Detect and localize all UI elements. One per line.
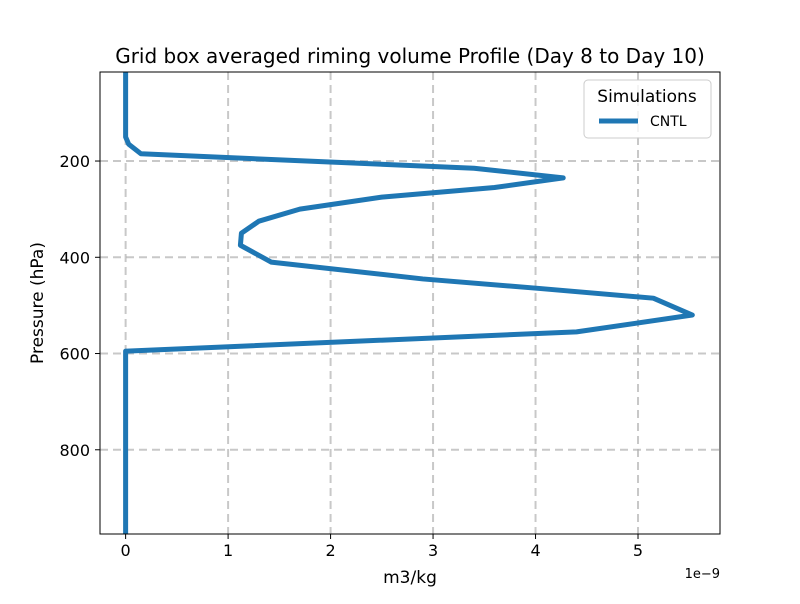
- x-axis-label: m3/kg: [383, 568, 437, 588]
- grid-layer: [100, 72, 720, 534]
- legend: Simulations CNTL: [583, 79, 712, 139]
- series-line-cntl: [123, 72, 695, 534]
- x-tick-label: 5: [633, 541, 643, 560]
- legend-title: Simulations: [597, 87, 697, 107]
- x-tick-label: 3: [428, 541, 438, 560]
- plot-frame: [99, 71, 721, 535]
- y-tick-label: 400: [59, 248, 90, 267]
- y-axis: 200 400 600 800: [59, 152, 100, 460]
- legend-label-cntl: CNTL: [650, 114, 687, 130]
- x-axis: 0 1 2 3 4 5: [121, 534, 643, 560]
- y-tick-label: 800: [59, 441, 90, 460]
- x-tick-label: 0: [121, 541, 131, 560]
- x-tick-label: 4: [530, 541, 540, 560]
- y-tick-label: 600: [59, 345, 90, 364]
- y-axis-label: Pressure (hPa): [28, 242, 48, 364]
- series-layer: [123, 72, 695, 534]
- chart-title: Grid box averaged riming volume Profile …: [115, 44, 705, 68]
- x-axis-scale-label: 1e−9: [685, 567, 720, 582]
- x-tick-label: 2: [325, 541, 335, 560]
- x-tick-label: 1: [223, 541, 233, 560]
- y-tick-label: 200: [59, 152, 90, 171]
